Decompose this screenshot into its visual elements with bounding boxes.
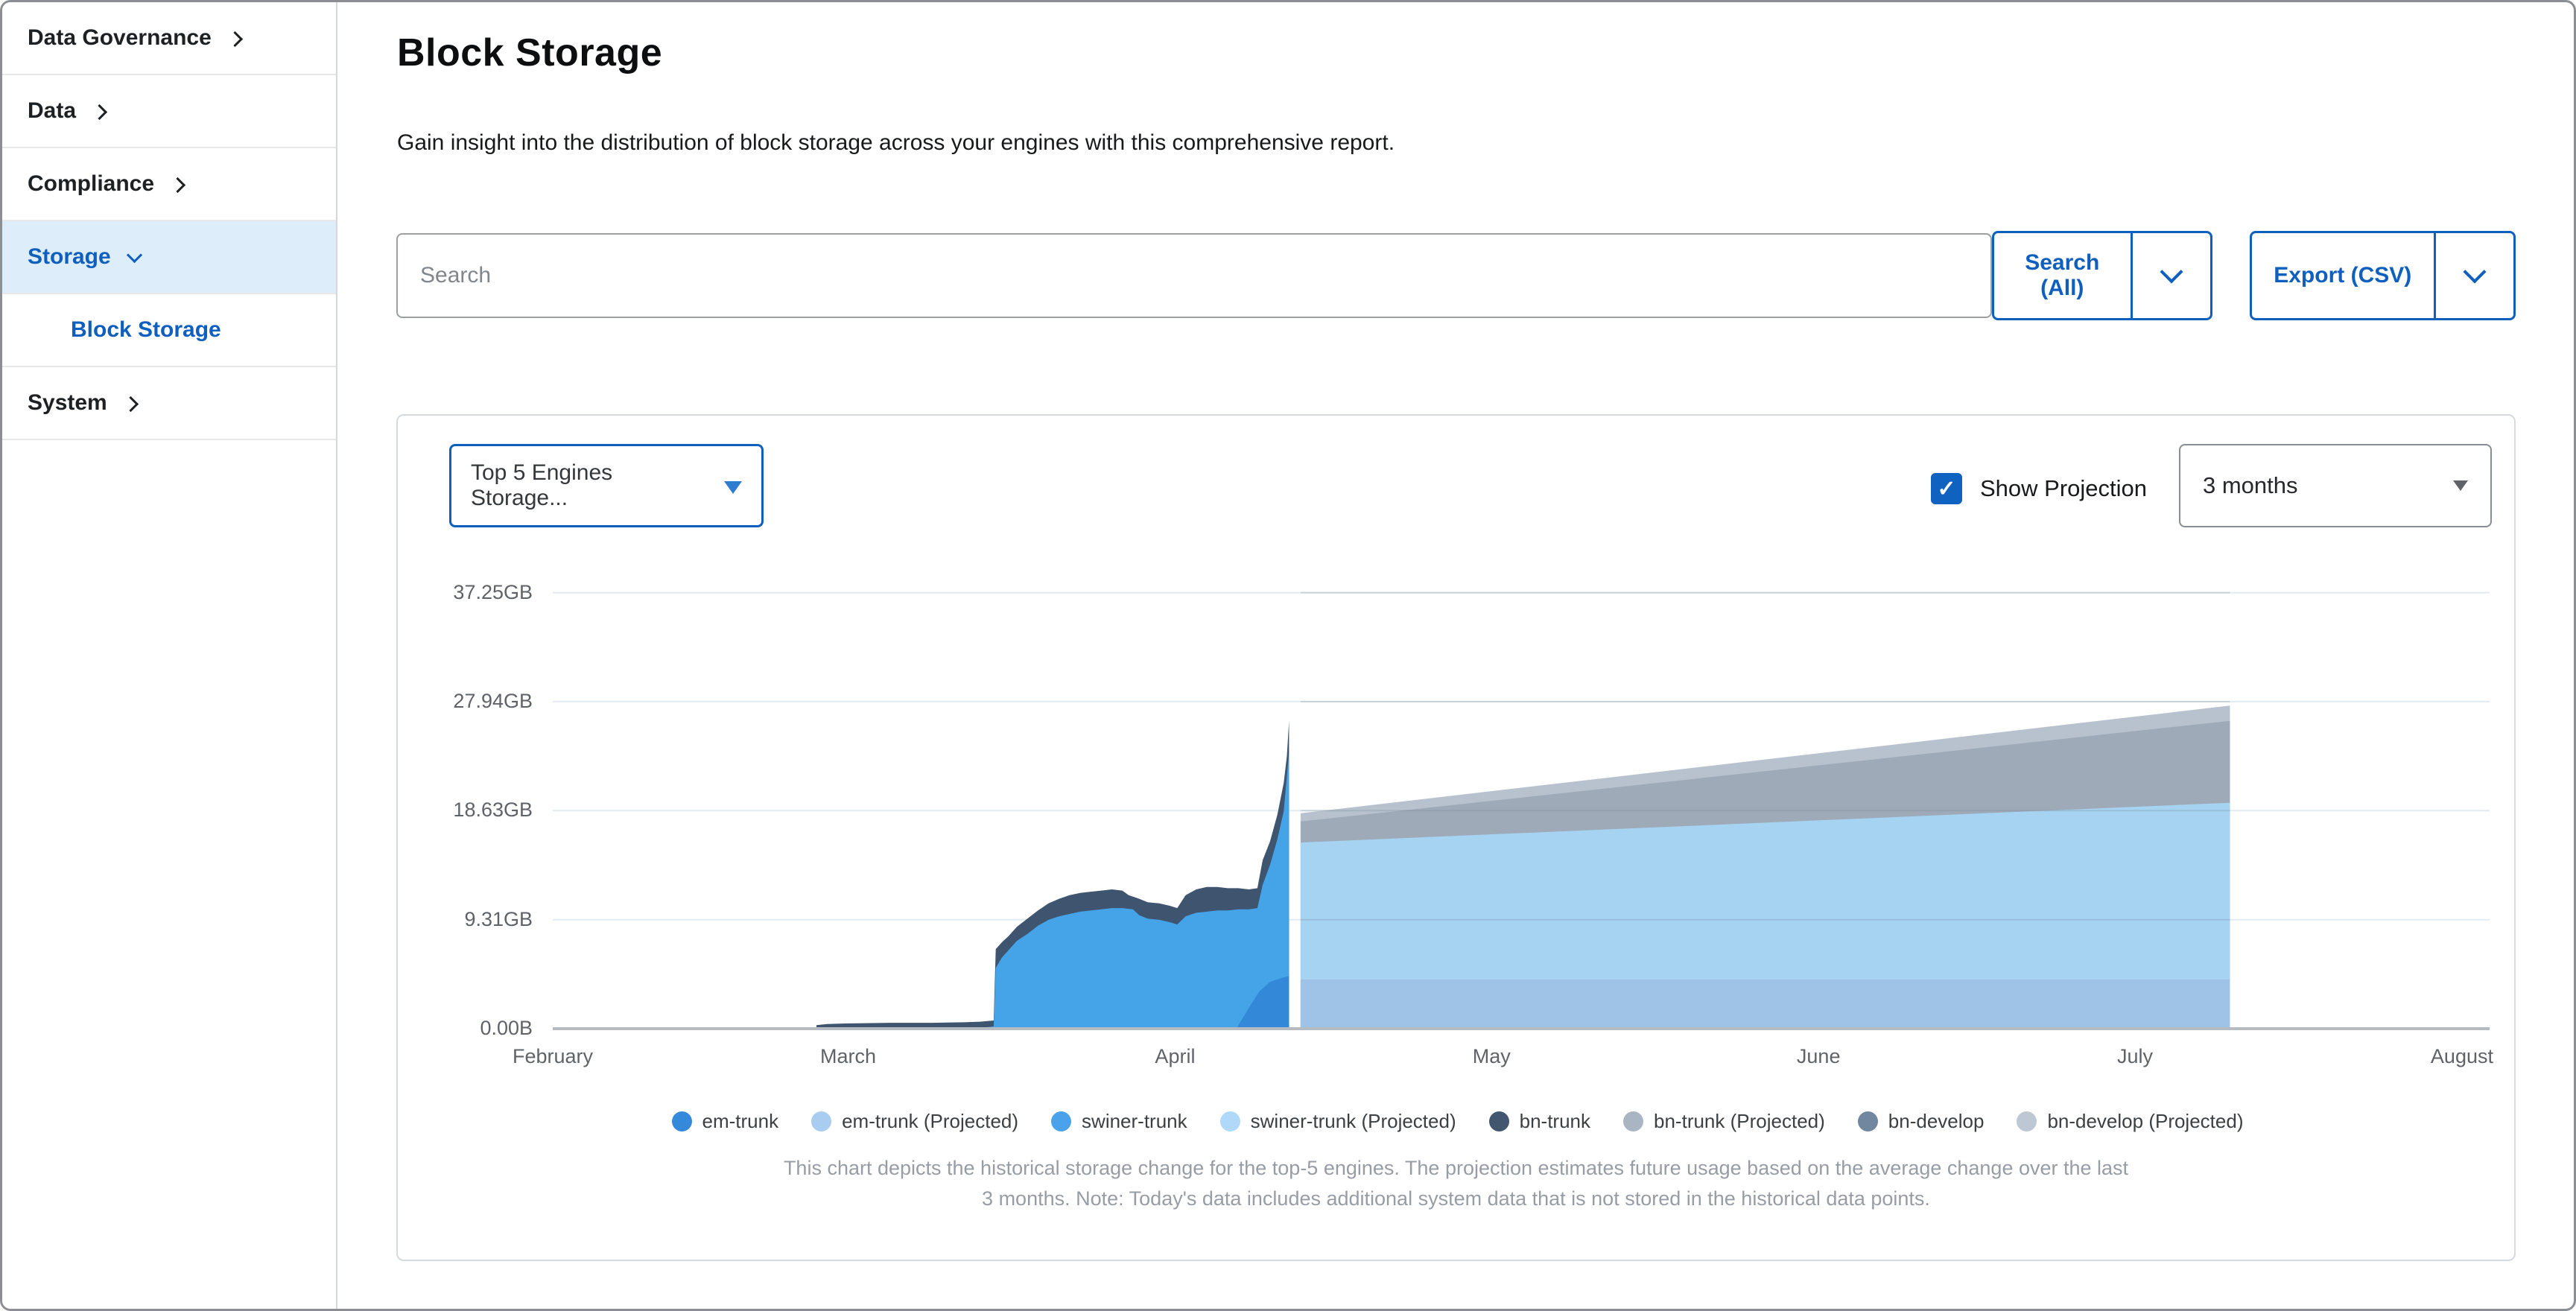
- export-button-label: Export (CSV): [2274, 262, 2412, 288]
- sidebar-item-label: Compliance: [28, 171, 155, 196]
- x-axis-tick-label: August: [2430, 1045, 2493, 1067]
- storage-area-chart: [553, 591, 2490, 1030]
- show-projection-control: ✓ Show Projection: [1931, 469, 2147, 508]
- chevron-right-icon: [169, 177, 186, 193]
- page-title: Block Storage: [397, 31, 663, 74]
- chart-caption: This chart depicts the historical storag…: [783, 1157, 2129, 1210]
- dropdown-arrow-icon: [2453, 480, 2468, 491]
- search-button-label: Search (All): [2025, 250, 2100, 301]
- area-series-swiner-trunk: [816, 752, 1289, 1029]
- sidebar-item-storage[interactable]: Storage: [2, 221, 336, 294]
- sidebar-item-label: Storage: [28, 244, 111, 269]
- legend-item-em-trunk-projected-[interactable]: em-trunk (Projected): [811, 1110, 1018, 1133]
- area-series-em-trunk: [1236, 976, 1289, 1029]
- sidebar-item-label: Data: [28, 98, 77, 123]
- export-button[interactable]: Export (CSV): [2250, 231, 2516, 320]
- sidebar-item-label: Data Governance: [28, 25, 212, 50]
- legend-dot-icon: [2017, 1111, 2037, 1131]
- metric-dropdown-value: Top 5 Engines Storage...: [471, 460, 613, 510]
- show-projection-checkbox[interactable]: ✓: [1931, 473, 1962, 504]
- sidebar-item-data[interactable]: Data: [2, 75, 336, 148]
- chevron-down-icon: [2160, 260, 2183, 284]
- legend-item-bn-trunk-projected-[interactable]: bn-trunk (Projected): [1623, 1110, 1825, 1133]
- x-axis-tick-label: March: [819, 1045, 876, 1067]
- sidebar-item-label: Block Storage: [71, 317, 221, 342]
- chart-legend: em-trunk em-trunk (Projected) swiner-trunk…: [398, 1110, 2517, 1133]
- y-axis-tick-label: 9.31GB: [464, 907, 533, 930]
- legend-label: bn-trunk: [1519, 1110, 1591, 1132]
- metric-dropdown[interactable]: Top 5 Engines Storage...: [449, 444, 764, 527]
- sidebar-nav: Data Governance Data Compliance Storage Bloc…: [2, 2, 337, 1309]
- legend-label: bn-develop: [1888, 1110, 1985, 1132]
- chevron-right-icon: [226, 31, 243, 47]
- legend-dot-icon: [671, 1111, 692, 1131]
- legend-item-em-trunk[interactable]: em-trunk: [671, 1110, 779, 1133]
- legend-label: bn-trunk (Projected): [1654, 1110, 1825, 1132]
- legend-item-swiner-trunk[interactable]: swiner-trunk: [1051, 1110, 1187, 1133]
- chart-card: Top 5 Engines Storage... ✓ Show Projecti…: [396, 414, 2516, 1261]
- legend-dot-icon: [1051, 1111, 1072, 1131]
- search-button[interactable]: Search (All): [1992, 231, 2212, 320]
- search-options-caret[interactable]: [2133, 233, 2210, 318]
- x-axis-tick-label: April: [1155, 1045, 1196, 1067]
- legend-dot-icon: [1623, 1111, 1644, 1131]
- legend-label: em-trunk: [702, 1110, 779, 1132]
- sidebar-item-data-governance[interactable]: Data Governance: [2, 2, 336, 75]
- chevron-right-icon: [91, 104, 108, 120]
- export-options-caret[interactable]: [2436, 233, 2513, 318]
- y-axis-tick-label: 0.00B: [480, 1017, 533, 1039]
- legend-item-bn-develop[interactable]: bn-develop: [1857, 1110, 1985, 1133]
- x-axis-tick-label: May: [1472, 1045, 1511, 1067]
- legend-item-swiner-trunk-projected-[interactable]: swiner-trunk (Projected): [1219, 1110, 1456, 1133]
- projection-range-select[interactable]: 3 months: [2179, 444, 2492, 527]
- page-subtitle: Gain insight into the distribution of bl…: [397, 130, 1395, 155]
- legend-dot-icon: [1857, 1111, 1878, 1131]
- legend-item-bn-develop-projected-[interactable]: bn-develop (Projected): [2017, 1110, 2243, 1133]
- legend-label: swiner-trunk (Projected): [1250, 1110, 1456, 1132]
- x-axis-tick-label: July: [2116, 1045, 2154, 1067]
- sidebar-item-compliance[interactable]: Compliance: [2, 148, 336, 221]
- legend-label: swiner-trunk: [1082, 1110, 1187, 1132]
- sidebar-item-system[interactable]: System: [2, 367, 336, 440]
- chevron-right-icon: [122, 396, 139, 412]
- y-axis-tick-label: 27.94GB: [453, 689, 533, 712]
- projection-range-value: 3 months: [2203, 472, 2298, 498]
- legend-label: em-trunk (Projected): [842, 1110, 1019, 1132]
- legend-dot-icon: [811, 1111, 832, 1131]
- x-axis-tick-label: February: [512, 1045, 594, 1067]
- area-series-swiner-trunk-projected-: [1300, 802, 2230, 1029]
- legend-dot-icon: [1219, 1111, 1240, 1131]
- y-axis-tick-label: 37.25GB: [453, 580, 533, 603]
- x-axis-tick-label: June: [1796, 1045, 1841, 1067]
- dropdown-arrow-icon: [724, 480, 742, 494]
- chevron-down-icon: [2463, 260, 2487, 284]
- sidebar-item-label: System: [28, 390, 107, 415]
- legend-item-bn-trunk[interactable]: bn-trunk: [1488, 1110, 1591, 1133]
- y-axis-tick-label: 18.63GB: [453, 799, 533, 822]
- legend-label: bn-develop (Projected): [2047, 1110, 2244, 1132]
- sidebar-item-block-storage[interactable]: Block Storage: [2, 294, 336, 367]
- search-input[interactable]: [396, 233, 1992, 318]
- button-divider: [2433, 233, 2436, 318]
- chevron-down-icon: [126, 247, 142, 263]
- legend-dot-icon: [1488, 1111, 1509, 1131]
- button-divider: [2130, 233, 2133, 318]
- show-projection-label: Show Projection: [1980, 475, 2148, 501]
- area-series-em-trunk-projected-: [1300, 980, 2230, 1029]
